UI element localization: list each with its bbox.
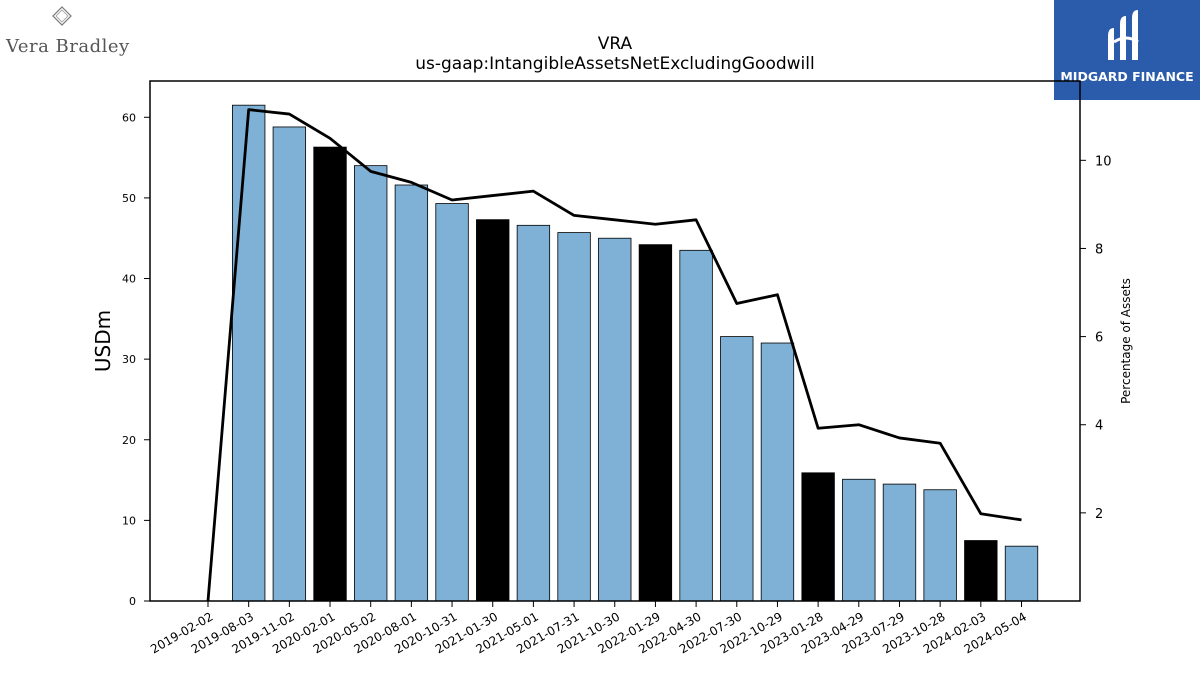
y-axis-right: 2 4 6 8 10 <box>1080 154 1112 522</box>
bar-2020-05-02 <box>354 165 388 602</box>
bar-2020-02-01 <box>313 146 347 602</box>
bar-2024-05-04 <box>1004 545 1039 602</box>
bar-2021-10-30 <box>598 237 632 602</box>
bar-2022-04-30 <box>679 249 713 602</box>
bar-2024-02-03 <box>964 540 998 602</box>
y-tick-label: 0 <box>129 595 136 608</box>
line-series <box>206 108 1022 602</box>
y2-tick-label: 2 <box>1095 507 1103 522</box>
y-tick-label: 40 <box>122 273 136 286</box>
bar-2019-11-02 <box>272 126 307 602</box>
y-tick-label: 10 <box>122 514 136 527</box>
x-axis: 2019-02-022019-08-032019-11-022020-02-01… <box>148 601 1029 656</box>
y-tick-label: 30 <box>122 353 136 366</box>
bar-2021-01-30 <box>476 219 510 602</box>
chart-subtitle: us-gaap:IntangibleAssetsNetExcludingGood… <box>415 54 814 74</box>
midgard-finance-wordmark: MIDGARD FINANCE <box>1060 69 1194 84</box>
y2-tick-label: 4 <box>1095 419 1103 434</box>
bar-series <box>232 104 1039 602</box>
bar-2019-08-03 <box>232 104 266 602</box>
bar-2023-07-29 <box>882 483 917 602</box>
y2-tick-label: 8 <box>1095 242 1103 257</box>
bar-2021-07-31 <box>557 232 591 602</box>
diamond-logo-icon <box>52 6 72 26</box>
bar-2021-05-01 <box>516 224 551 602</box>
bar-2020-08-01 <box>394 184 429 602</box>
bar-2022-01-29 <box>638 244 673 602</box>
y-axis-label: USDm <box>91 310 115 372</box>
y-axis-left: 0 10 20 30 40 50 60 <box>122 111 150 608</box>
percentage-of-assets-line <box>206 108 1022 602</box>
y2-axis-label: Percentage of Assets <box>1119 278 1133 404</box>
chart-title: VRA <box>598 34 633 54</box>
vera-bradley-wordmark: Vera Bradley <box>6 36 130 57</box>
bar-2023-01-28 <box>801 472 835 602</box>
vera-bradley-logo: Vera Bradley <box>0 0 129 70</box>
y-tick-label: 20 <box>122 434 136 447</box>
bar-2022-07-30 <box>720 336 754 602</box>
y-tick-label: 60 <box>122 111 136 124</box>
bar-2023-10-28 <box>923 489 957 602</box>
y2-tick-label: 6 <box>1095 331 1103 346</box>
bar-2023-04-29 <box>842 478 876 602</box>
y2-tick-label: 10 <box>1095 154 1112 169</box>
midgard-m-icon <box>1108 10 1139 60</box>
bar-2022-10-29 <box>760 342 795 602</box>
y-tick-label: 50 <box>122 192 136 205</box>
bar-2020-10-31 <box>435 203 469 602</box>
midgard-finance-logo: MIDGARD FINANCE <box>1054 0 1200 100</box>
